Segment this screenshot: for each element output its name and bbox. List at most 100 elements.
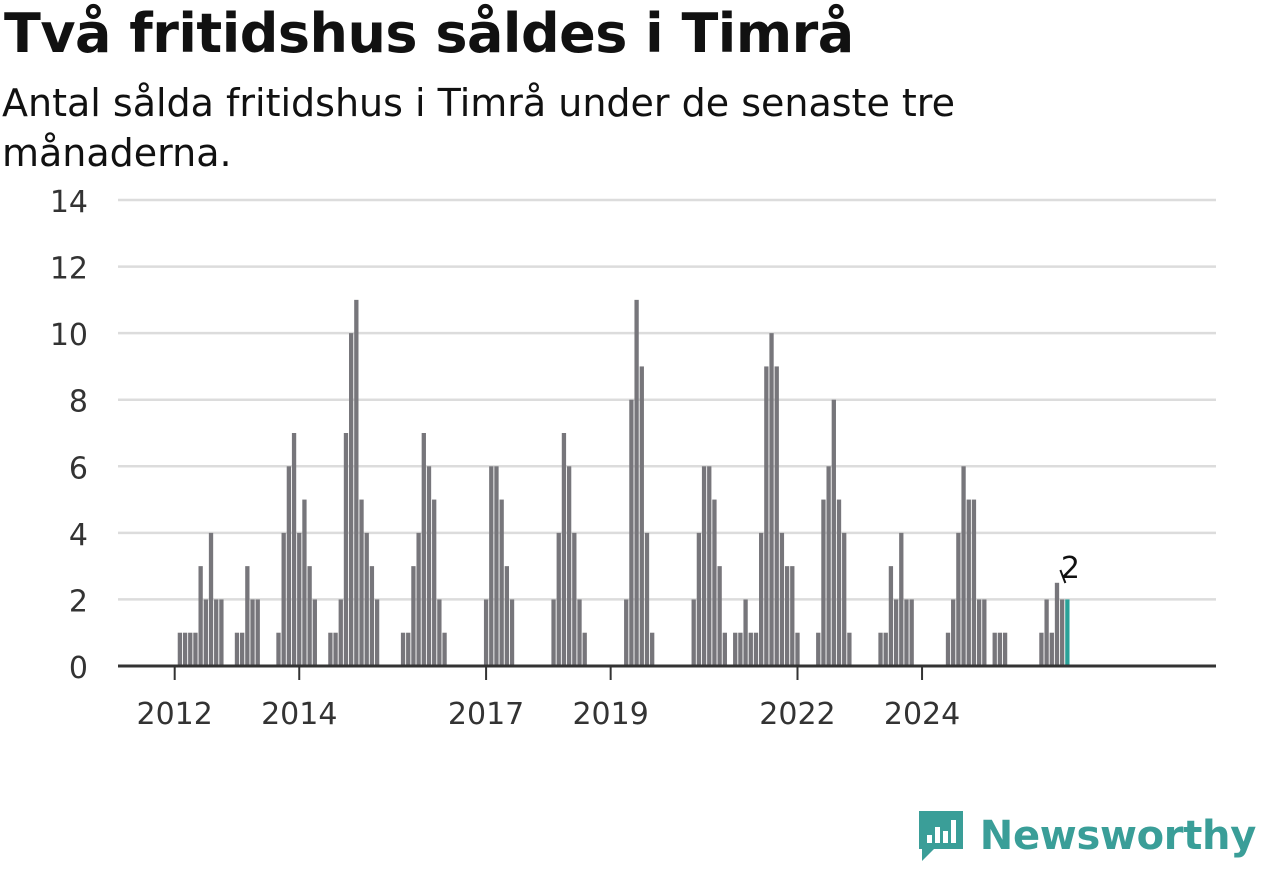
bar	[893, 599, 899, 666]
bar	[899, 532, 904, 666]
bar	[349, 333, 354, 666]
bar	[1002, 632, 1008, 666]
bar	[624, 599, 629, 666]
gridlines: 0 2 4 6 8 10 12 14	[50, 185, 1216, 686]
y-tick-label: 8	[69, 385, 88, 420]
bar	[759, 532, 764, 666]
newsworthy-wordmark: Newsworthy	[979, 813, 1257, 859]
bar	[883, 632, 888, 666]
bar	[333, 632, 338, 666]
bar	[691, 599, 696, 666]
bar	[426, 466, 432, 666]
y-tick-label: 10	[50, 318, 88, 353]
bar-chart: 0 2 4 6 8 10 12 14 2 2012 2014 2017 2019 2022 2024	[50, 185, 1216, 732]
bar	[240, 632, 245, 666]
bar	[208, 532, 214, 666]
bar	[312, 599, 317, 666]
x-tick-label: 2012	[137, 697, 213, 732]
bar	[888, 566, 894, 666]
bar	[1044, 599, 1049, 666]
chart-subtitle: Antal sålda fritidshus i Timrå under de …	[2, 81, 955, 175]
bar	[297, 532, 302, 666]
bar	[842, 532, 847, 666]
highlight-value-label: 2	[1061, 551, 1080, 586]
bar	[976, 599, 982, 666]
bar	[650, 632, 655, 666]
bar	[234, 632, 240, 666]
bar	[489, 466, 494, 666]
bar	[992, 632, 997, 666]
bar	[359, 499, 364, 666]
y-tick-label: 2	[69, 584, 88, 619]
x-tick-label: 2024	[884, 697, 960, 732]
bar	[255, 599, 260, 666]
bar	[577, 599, 582, 666]
bar	[276, 632, 281, 666]
bar	[572, 532, 577, 666]
bar	[753, 632, 759, 666]
bar	[188, 632, 193, 666]
bar	[634, 299, 639, 666]
bar	[722, 632, 727, 666]
bar	[250, 599, 255, 666]
bar	[291, 433, 297, 666]
y-tick-label: 12	[50, 252, 88, 287]
bar	[400, 632, 406, 666]
bar	[629, 399, 634, 666]
bar	[826, 466, 831, 666]
newsworthy-logo: Newsworthy	[916, 807, 1256, 865]
bar	[774, 366, 779, 666]
bar	[847, 632, 852, 666]
bar	[1060, 599, 1065, 666]
bar	[437, 599, 442, 666]
bar	[566, 466, 572, 666]
bar	[748, 632, 753, 666]
bar	[582, 632, 587, 666]
bar	[421, 433, 426, 666]
bar	[701, 466, 707, 666]
bar	[416, 532, 421, 666]
bar	[945, 632, 951, 666]
bar	[816, 632, 821, 666]
bars: 2	[177, 299, 1080, 666]
bar	[836, 499, 842, 666]
bar	[639, 366, 644, 666]
bar	[369, 566, 375, 666]
bar	[982, 599, 987, 666]
bar	[219, 599, 224, 666]
bar	[281, 532, 286, 666]
bar	[1049, 632, 1054, 666]
bar	[769, 333, 774, 666]
x-tick-label: 2017	[448, 697, 524, 732]
bar	[203, 599, 208, 666]
bar	[182, 632, 188, 666]
bar	[909, 599, 914, 666]
bar	[951, 599, 956, 666]
bar	[961, 466, 966, 666]
bar	[712, 499, 717, 666]
bar	[198, 566, 203, 666]
bar	[733, 632, 738, 666]
bar	[494, 466, 499, 666]
bar	[551, 599, 556, 666]
bar	[795, 632, 800, 666]
chart-title: Två fritidshus såldes i Timrå	[4, 2, 854, 65]
bar	[904, 599, 909, 666]
bar	[779, 532, 785, 666]
bar	[738, 632, 743, 666]
bar	[354, 299, 359, 666]
bar	[556, 532, 561, 666]
bar	[764, 366, 769, 666]
bar	[966, 499, 971, 666]
bar	[831, 399, 836, 666]
bar	[509, 599, 515, 666]
y-tick-label: 6	[69, 451, 88, 486]
bar	[997, 632, 1003, 666]
y-tick-label: 4	[69, 518, 88, 553]
x-axis: 2012 2014 2017 2019 2022 2024	[118, 664, 1216, 732]
bar	[307, 566, 312, 666]
bar	[411, 566, 416, 666]
x-tick-label: 2019	[572, 697, 648, 732]
bar	[1039, 632, 1044, 666]
bar	[878, 632, 883, 666]
